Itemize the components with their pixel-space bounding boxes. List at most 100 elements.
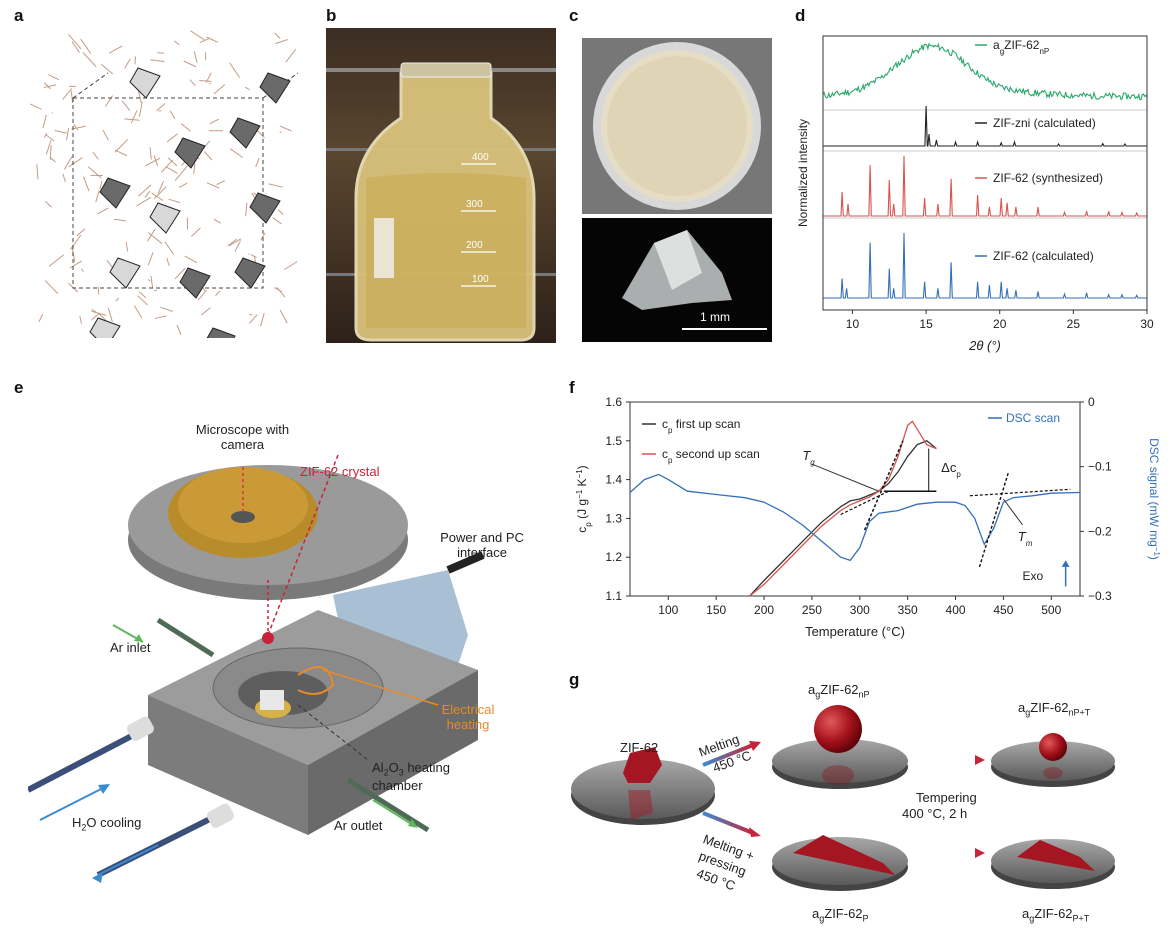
- water-out-arrow: [97, 844, 159, 876]
- dsc-y-tick: −0.2: [1088, 524, 1112, 538]
- xrd-legend-label: agZIF-62nP: [993, 38, 1049, 56]
- dsc-legend-label: DSC scan: [1006, 411, 1060, 425]
- beaker-mark-400: 400: [472, 152, 489, 163]
- cp-x-tick: 150: [706, 603, 726, 617]
- xrd-series-line: [823, 155, 1147, 217]
- scale-bar-label: 1 mm: [700, 310, 730, 324]
- label-zif62: ZIF-62: [620, 740, 659, 755]
- panel-letter-f: f: [569, 378, 575, 397]
- label-ar-inlet: Ar inlet: [110, 640, 151, 655]
- xrd-y-label: Normalized intensity: [796, 119, 810, 227]
- label-agnp: agZIF-62nP: [808, 682, 870, 700]
- crystal-structure-image: [29, 30, 299, 338]
- label-agpt: agZIF-62P+T: [1022, 906, 1090, 924]
- cp-y-tick: 1.3: [605, 511, 622, 525]
- pressed-agp: [793, 835, 895, 875]
- cp-x-tick: 200: [754, 603, 774, 617]
- xrd-x-tick: 20: [993, 317, 1007, 331]
- tm-annotation: Tm: [1018, 529, 1033, 548]
- label-microscope: Microscope with camera: [195, 422, 290, 452]
- power-cable: [446, 551, 485, 574]
- cp-x-tick: 350: [898, 603, 918, 617]
- xrd-chart: agZIF-62nP ZIF-zni (calculated) ZIF-62 (sy…: [796, 35, 1154, 353]
- xrd-x-tick: 15: [919, 317, 933, 331]
- dsc-y-label: DSC signal (mW mg−1): [1147, 438, 1162, 560]
- single-crystal-photo: 1 mm: [582, 218, 772, 342]
- zn-tetrahedron: [249, 192, 281, 224]
- stage-front: [148, 695, 308, 835]
- zn-tetrahedron: [234, 257, 266, 289]
- label-water-cooling: H2O cooling: [72, 815, 142, 833]
- xrd-x-tick: 30: [1140, 317, 1154, 331]
- cp-x-tick: 450: [993, 603, 1013, 617]
- cp-x-label: Temperature (°C): [805, 624, 905, 639]
- beaker-mark-300: 300: [466, 199, 483, 210]
- xrd-plot-frame: [822, 35, 1148, 311]
- dsc-y-tick: 0: [1088, 395, 1095, 409]
- tg-annotation: Tg: [802, 448, 815, 467]
- cp-x-tick: 300: [850, 603, 870, 617]
- heating-stage-schematic: [28, 454, 485, 883]
- cp-x-tick: 100: [658, 603, 678, 617]
- pressed-agpt: [1017, 840, 1095, 871]
- stage-side: [308, 670, 478, 835]
- zif62-crystal: [623, 747, 662, 783]
- panel-letter-e: e: [14, 378, 24, 397]
- zn-tetrahedron: [259, 72, 291, 104]
- xrd-series-line: [823, 105, 1147, 147]
- panel-letter-c: c: [569, 6, 579, 25]
- cp-y-tick: 1.6: [605, 395, 622, 409]
- label-heating-chamber: Al2O3 heating chamber: [372, 760, 450, 793]
- panel-letter-g: g: [569, 670, 580, 689]
- xrd-legend-label: ZIF-zni (calculated): [993, 116, 1096, 130]
- cp-series-line: [629, 473, 1081, 562]
- xrd-series-line: [822, 42, 1148, 101]
- cp-plot-frame: [629, 401, 1081, 597]
- label-zif62-crystal: ZIF-62 crystal: [300, 464, 380, 479]
- zn-tetrahedron: [109, 257, 141, 289]
- panel-letter-a: a: [14, 6, 24, 25]
- ar-outlet-arrow: [372, 799, 414, 826]
- cp-series-line: [749, 420, 937, 597]
- zn-tetrahedron: [129, 67, 161, 99]
- zn-tetrahedron: [99, 177, 131, 209]
- cp-dsc-chart: 100 150 200 250 300 350 400 450 500 1.1 1.2 1.3 1.4 1…: [575, 395, 1162, 639]
- cp-y-tick: 1.5: [605, 434, 622, 448]
- xrd-x-tick: 10: [846, 317, 860, 331]
- label-tempering: Tempering: [916, 790, 977, 805]
- disc-start: [571, 759, 715, 819]
- cp-y-tick: 1.2: [605, 550, 622, 564]
- zif62-crystal-marker: [262, 632, 274, 644]
- cp-y-tick: 1.1: [605, 589, 622, 603]
- label-tempering-cond: 400 °C, 2 h: [902, 806, 968, 821]
- label-power-interface: Power and PC interface: [440, 530, 524, 560]
- heating-wire: [297, 666, 335, 695]
- sphere-agnpt: [1039, 733, 1067, 761]
- label-agnpt: agZIF-62nP+T: [1018, 700, 1091, 718]
- tg-arrow: [811, 463, 880, 492]
- xrd-legend-label: ZIF-62 (synthesized): [993, 171, 1103, 185]
- zn-tetrahedron: [89, 317, 121, 338]
- beaker-mark-100: 100: [472, 274, 489, 285]
- water-in-arrow: [39, 787, 104, 821]
- cp-y-tick: 1.4: [605, 473, 622, 487]
- zn-tetrahedron: [229, 117, 261, 149]
- cp-y-label: cp (J g−1 K−1): [575, 465, 593, 532]
- beaker-photo: 400 300 200 100: [326, 28, 556, 343]
- label-ar-outlet: Ar outlet: [334, 818, 383, 833]
- zn-tetrahedron: [179, 267, 211, 299]
- unit-cell-box: [72, 97, 264, 289]
- arrow-melting-pressing: [702, 811, 754, 835]
- cp-legend-label: cp first up scan: [662, 417, 740, 435]
- label-agp: agZIF-62P: [812, 906, 869, 924]
- beaker-label-patch: [374, 218, 394, 278]
- disc-agnp: [772, 739, 908, 783]
- xrd-x-tick: 25: [1067, 317, 1081, 331]
- dsc-y-tick: −0.1: [1088, 460, 1112, 474]
- arrow-melting: [702, 743, 754, 767]
- cp-series-line: [749, 440, 937, 597]
- zn-tetrahedron: [206, 327, 236, 338]
- dsc-y-tick: −0.3: [1088, 589, 1112, 603]
- cp-legend-label: cp second up scan: [662, 447, 760, 465]
- beaker-mark-200: 200: [466, 240, 483, 251]
